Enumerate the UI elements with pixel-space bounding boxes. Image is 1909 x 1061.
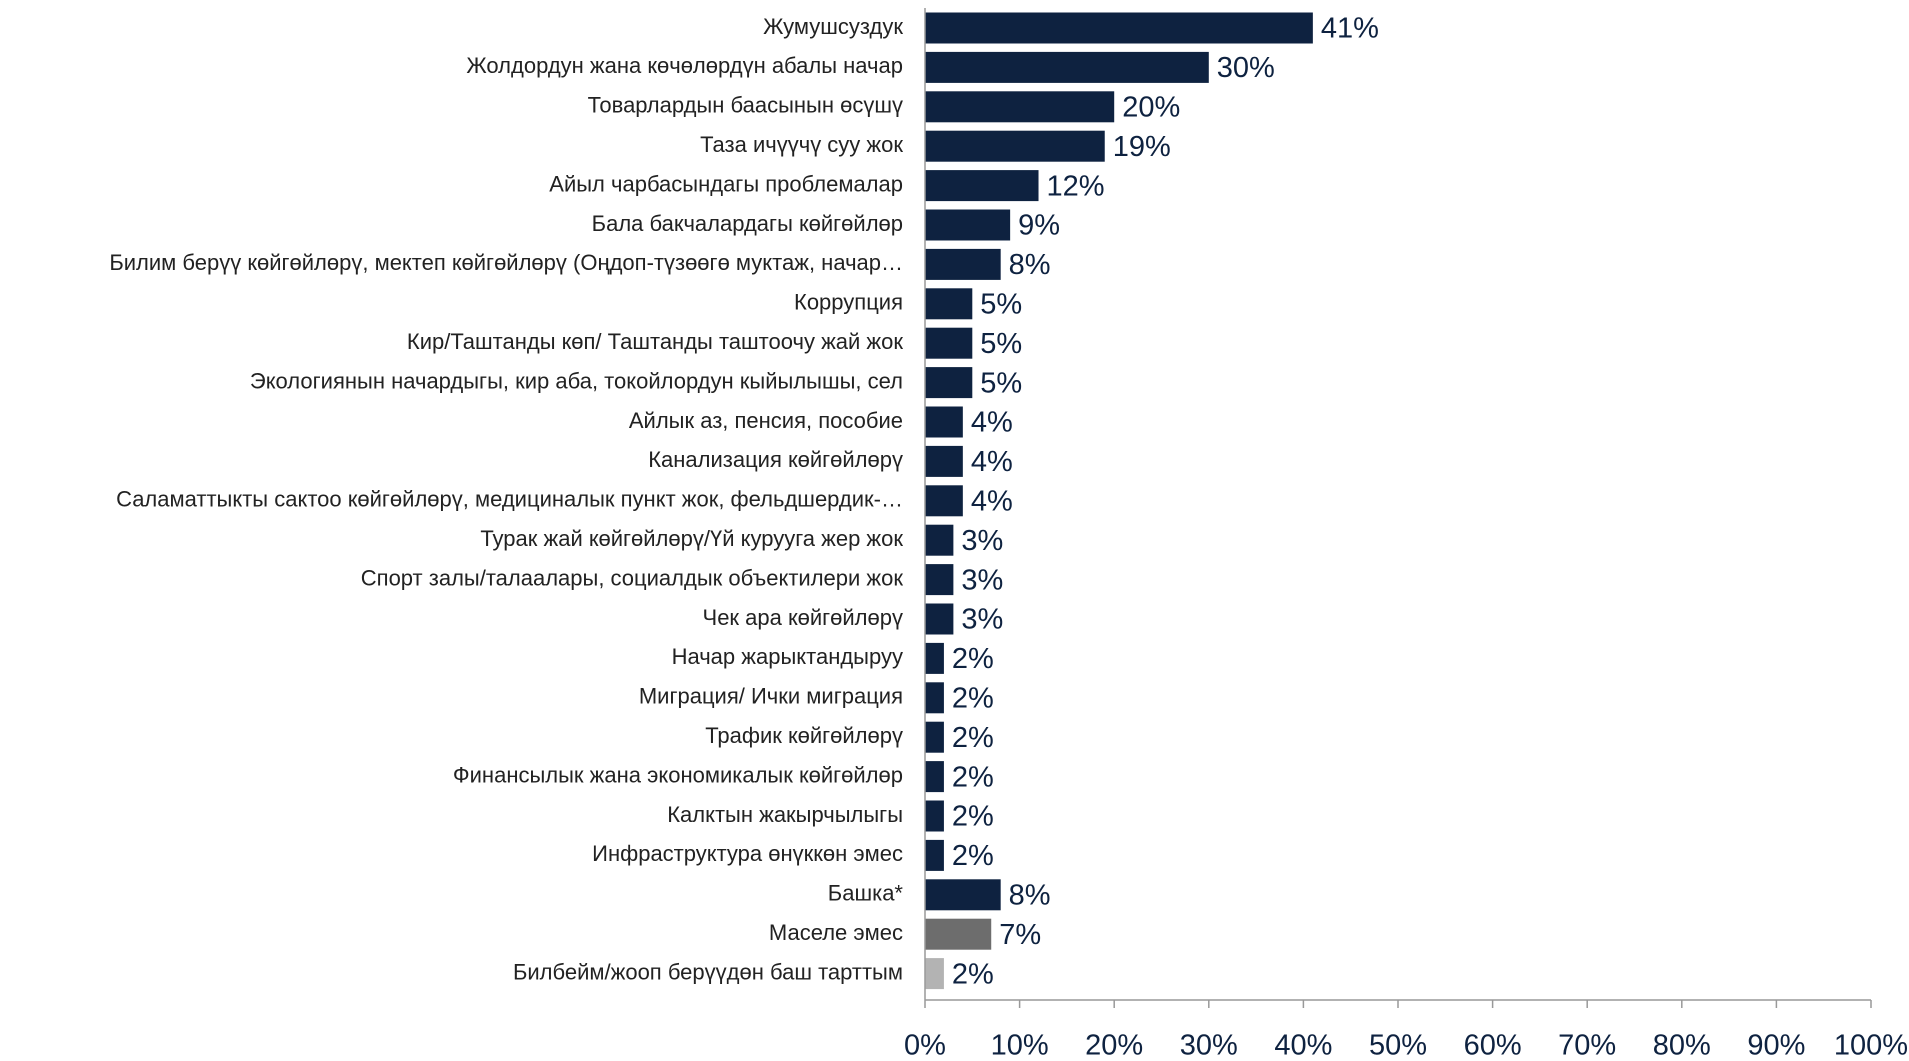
value-label: 2% [952, 682, 994, 714]
category-label: Инфраструктура өнүккөн эмес [592, 841, 903, 866]
x-tick-label: 40% [1274, 1030, 1332, 1061]
x-tick-label: 70% [1558, 1030, 1616, 1061]
x-tick-label: 60% [1464, 1030, 1522, 1061]
category-label: Билбейм/жооп берүүдөн баш тарттым [513, 959, 903, 984]
category-label: Товарлардын баасынын өсүшү [588, 93, 903, 118]
category-label: Жолдордун жана көчөлөрдүн абалы начар [466, 53, 903, 78]
value-label: 9% [1018, 210, 1060, 242]
category-label: Миграция/ Ички миграция [639, 684, 903, 709]
category-label: Финансылык жана экономикалык көйгөйлөр [453, 762, 903, 787]
bar [925, 603, 954, 635]
value-label: 8% [1009, 879, 1051, 911]
category-label: Билим берүү көйгөйлөрү, мектеп көйгөйлөр… [109, 250, 903, 275]
x-tick-label: 10% [991, 1030, 1049, 1061]
value-label: 12% [1047, 170, 1105, 202]
value-label: 2% [952, 840, 994, 872]
category-label: Чек ара көйгөйлөрү [703, 605, 903, 630]
value-label: 7% [999, 919, 1041, 951]
value-label: 5% [980, 367, 1022, 399]
x-tick-label: 20% [1085, 1030, 1143, 1061]
bar [925, 958, 944, 990]
category-label: Таза ичүүчү суу жок [700, 132, 903, 157]
bar [925, 839, 944, 871]
bar [925, 367, 973, 399]
bar [925, 879, 1001, 911]
bar [925, 209, 1011, 241]
bar [925, 445, 963, 477]
bar [925, 524, 954, 556]
value-label: 2% [952, 643, 994, 675]
value-label: 30% [1217, 52, 1275, 84]
bar [925, 800, 944, 832]
category-label: Калктын жакырчылыгы [667, 802, 903, 827]
value-label: 19% [1113, 131, 1171, 163]
category-label: Коррупция [794, 290, 903, 315]
category-label: Маселе эмес [769, 920, 903, 945]
category-label: Турак жай көйгөйлөрү/Үй курууга жер жок [480, 526, 903, 551]
value-label: 8% [1009, 249, 1051, 281]
x-tick-label: 80% [1653, 1030, 1711, 1061]
bar [925, 91, 1115, 123]
value-label: 2% [952, 958, 994, 990]
value-label: 4% [971, 407, 1013, 439]
bar [925, 248, 1001, 280]
value-label: 3% [961, 604, 1003, 636]
bar [925, 761, 944, 793]
bar [925, 327, 973, 359]
category-label: Саламаттыкты сактоо көйгөйлөрү, медицина… [116, 487, 903, 512]
bar [925, 288, 973, 320]
value-label: 5% [980, 328, 1022, 360]
value-label: 2% [952, 722, 994, 754]
bar [925, 721, 944, 753]
bar [925, 406, 963, 438]
value-label: 41% [1321, 13, 1379, 45]
value-label: 4% [971, 446, 1013, 478]
category-label: Экологиянын начардыгы, кир аба, токойлор… [250, 368, 903, 393]
x-tick-label: 0% [904, 1030, 946, 1061]
bar [925, 170, 1039, 202]
value-label: 2% [952, 761, 994, 793]
category-label: Бала бакчалардагы көйгөйлөр [592, 211, 903, 236]
category-label: Башка* [828, 881, 904, 906]
category-label: Начар жарыктандыруу [672, 644, 903, 669]
category-label: Спорт залы/талаалары, социалдык объектил… [361, 565, 904, 590]
x-tick-label: 50% [1369, 1030, 1427, 1061]
bar [925, 130, 1105, 162]
bar [925, 564, 954, 596]
category-label: Айыл чарбасындагы проблемалар [549, 171, 903, 196]
x-tick-label: 30% [1180, 1030, 1238, 1061]
category-label: Трафик көйгөйлөрү [705, 723, 903, 748]
category-label: Жумушсуздук [763, 14, 903, 39]
value-label: 3% [961, 564, 1003, 596]
x-tick-label: 100% [1834, 1030, 1908, 1061]
bar [925, 51, 1209, 83]
category-label: Айлык аз, пенсия, пособие [629, 408, 903, 433]
category-label: Кир/Таштанды көп/ Таштанды таштоочу жай … [407, 329, 903, 354]
value-label: 3% [961, 525, 1003, 557]
bar [925, 682, 944, 714]
bar [925, 918, 992, 950]
bar [925, 485, 963, 517]
value-label: 4% [971, 485, 1013, 517]
bar [925, 642, 944, 674]
category-label: Канализация көйгөйлөрү [648, 447, 903, 472]
value-label: 5% [980, 288, 1022, 320]
value-label: 2% [952, 801, 994, 833]
x-tick-label: 90% [1747, 1030, 1805, 1061]
value-label: 20% [1122, 91, 1180, 123]
bar [925, 12, 1313, 44]
